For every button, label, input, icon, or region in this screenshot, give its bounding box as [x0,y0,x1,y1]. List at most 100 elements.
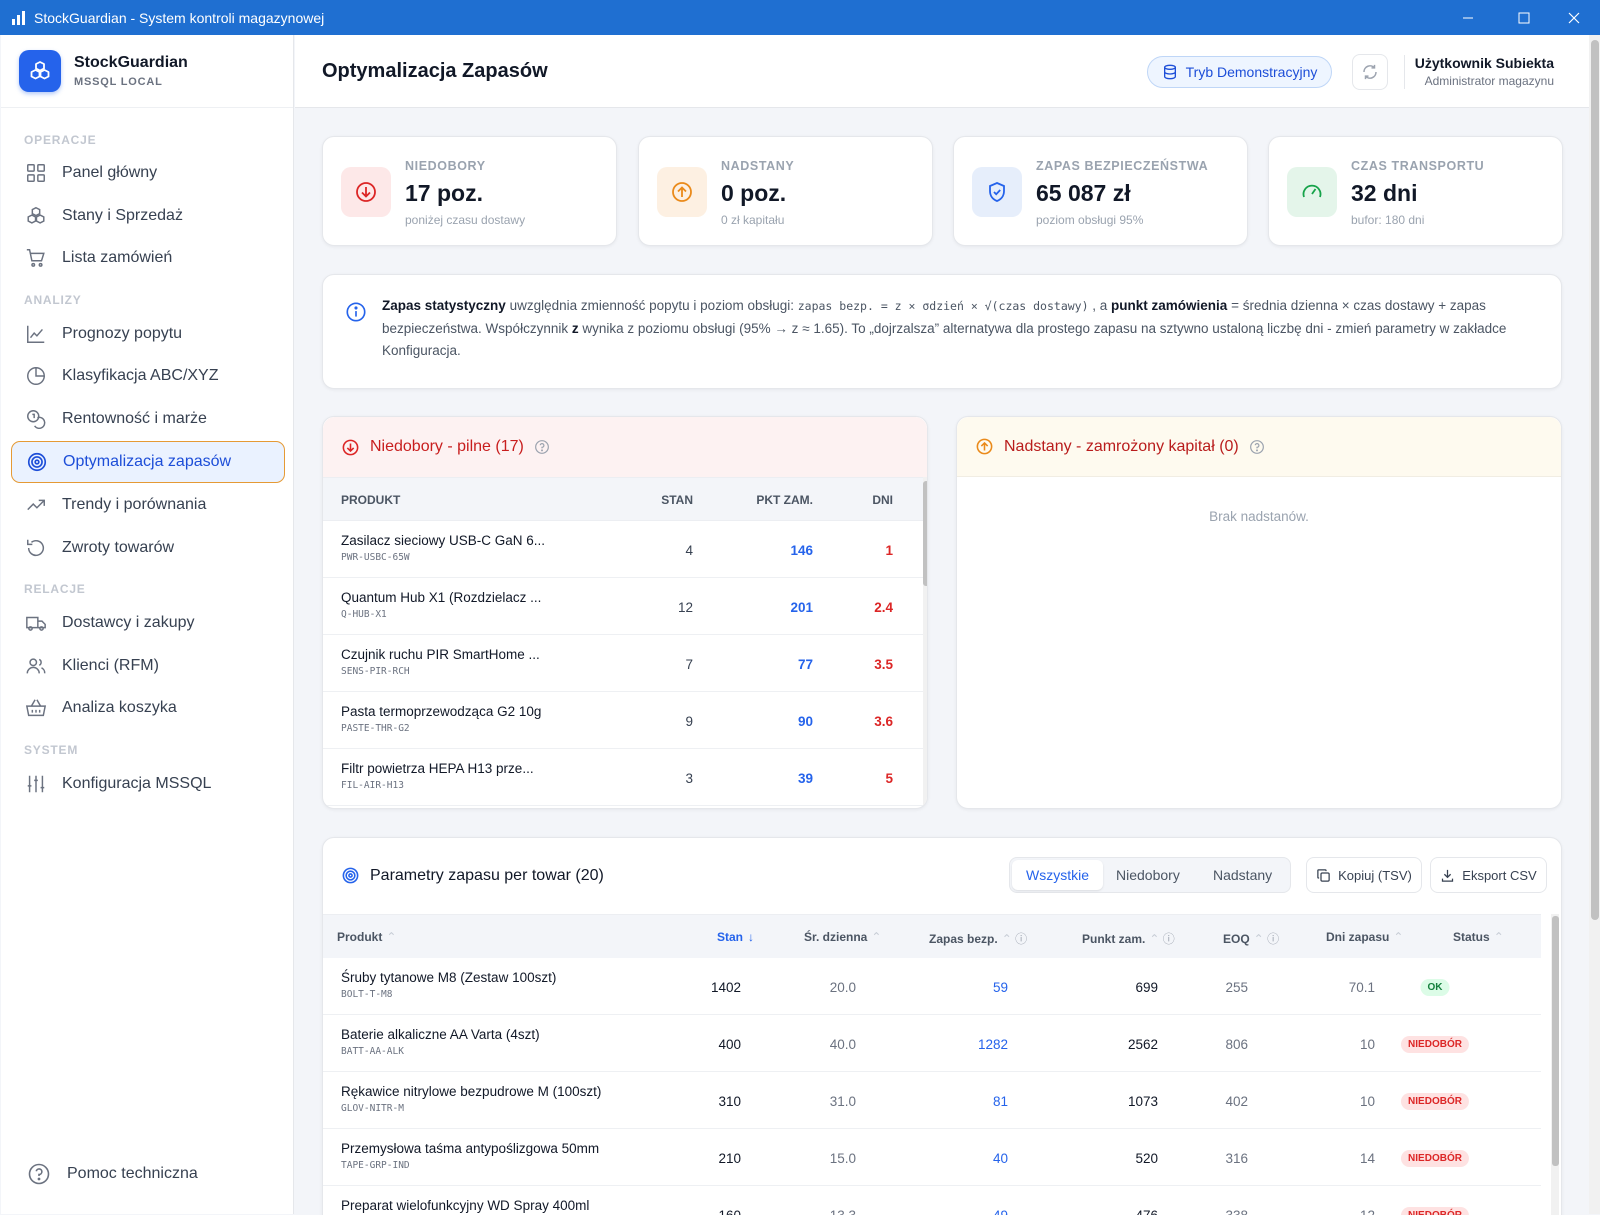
tab-niedobory[interactable]: Niedobory [1116,867,1180,883]
safety-stock-value: 1282 [977,1037,1008,1052]
table-row[interactable]: Filtr powietrza HEPA H13 prze... FIL-AIR-… [323,749,923,806]
sidebar-item-panel-glowny[interactable]: Panel główny [11,153,285,193]
sidebar-item-trendy[interactable]: Trendy i porównania [11,485,285,525]
table-row[interactable]: Preparat wielofunkcyjny WD Spray 400ml 16… [323,1186,1541,1215]
col-header-label: Zapas bezp. [929,932,998,946]
product-sku: BATT-AA-ALK [341,1046,404,1057]
col-header[interactable]: PKT ZAM. [756,493,813,507]
days-value: 5 [885,771,893,786]
safety-stock-value: 40 [992,1151,1008,1166]
tab-nadstany[interactable]: Nadstany [1213,867,1273,883]
col-header-status[interactable]: Status ⌃ [1453,930,1504,944]
col-header[interactable]: STAN [661,493,693,507]
refresh-button[interactable] [1352,54,1388,90]
shortages-table-header: PRODUKT STAN PKT ZAM. DNI [323,477,923,521]
shield-check-icon [972,167,1022,217]
table-row[interactable]: Czujnik ruchu PIR SmartHome ... SENS-PIR-… [323,635,923,692]
sidebar-item-abc-xyz[interactable]: Klasyfikacja ABC/XYZ [11,356,285,396]
avg-daily-value: 20.0 [829,980,856,995]
sidebar-item-stany[interactable]: Stany i Sprzedaż [11,196,285,236]
product-name: Pasta termoprzewodząca G2 10g [341,704,542,719]
col-header-stan[interactable]: Stan ↓ [717,930,754,944]
col-header-punkt-zam[interactable]: Punkt zam. ⌃ ⓘ [1082,930,1175,947]
maximize-button[interactable] [1496,0,1552,35]
sidebar-item-zamowienia[interactable]: Lista zamówień [11,238,285,278]
table-row[interactable]: Zasilacz sieciowy USB-C GaN 6... PWR-USBC… [323,521,923,578]
info-term: Zapas statystyczny [382,298,506,313]
filter-tabs: Wszystkie Niedobory Nadstany [1009,857,1291,893]
sidebar-item-prognozy[interactable]: Prognozy popytu [11,314,285,354]
stat-card-niedobory: NIEDOBORY 17 poz. poniżej czasu dostawy [322,136,617,246]
tab-wszystkie[interactable]: Wszystkie [1012,860,1103,890]
sidebar-item-rentownosc[interactable]: Rentowność i marże [11,399,285,439]
col-header-sr-dzienna[interactable]: Śr. dzienna ⌃ [804,930,881,944]
days-value: 1 [885,543,893,558]
sliders-icon [27,775,45,793]
reorder-value: 146 [790,543,813,558]
section-title-analizy: ANALIZY [24,293,82,307]
col-header[interactable]: PRODUKT [341,493,401,507]
table-row[interactable]: Śruby tytanowe M8 (Zestaw 100szt) BOLT-T-… [323,958,1541,1015]
params-table-header: Produkt ⌃ Stan ↓ Śr. dzienna ⌃ Zapas bezp. ⌃… [323,914,1541,958]
arrow-down-circle-icon [341,167,391,217]
info-chunk: uwzględnia zmienność popytu i poziom obs… [505,298,798,313]
trending-icon [27,499,45,511]
export-csv-button[interactable]: Eksport CSV [1430,857,1547,893]
minimize-button[interactable] [1440,0,1496,35]
sidebar-item-zwroty[interactable]: Zwroty towarów [11,528,285,568]
days-value: 3.6 [874,714,893,729]
table-row[interactable]: Przemysłowa taśma antypoślizgowa 50mm TAP… [323,1129,1541,1186]
shortages-scrollbar[interactable] [923,477,927,808]
params-scrollbar-thumb[interactable] [1552,916,1559,1166]
help-circle-icon[interactable] [1249,439,1265,455]
avg-daily-value: 15.0 [829,1151,856,1166]
arrow-down-circle-icon [342,439,359,455]
safety-stock-value: 49 [993,1208,1008,1215]
col-header-zapas-bezp[interactable]: Zapas bezp. ⌃ ⓘ [929,930,1027,947]
info-chunk: , a [1088,298,1112,313]
boxes-icon [27,206,45,224]
sort-icon: ⌃ [1149,932,1160,946]
days-supply-value: 10 [1359,1037,1375,1052]
reorder-point-value: 476 [1135,1208,1158,1215]
sidebar-item-koszyk[interactable]: Analiza koszyka [11,688,285,728]
reorder-value: 77 [797,657,813,672]
stat-label: NIEDOBORY [405,159,486,173]
shortages-title: Niedobory - pilne (17) [370,438,524,455]
info-term: punkt zamówienia [1111,298,1228,313]
dashboard-icon [27,164,45,182]
help-circle-icon[interactable]: ⓘ [1015,932,1028,946]
help-circle-icon[interactable] [534,439,550,455]
table-row[interactable]: Quantum Hub X1 (Rozdzielacz ... Q-HUB-X1 1… [323,578,923,635]
sidebar-item-dostawcy[interactable]: Dostawcy i zakupy [11,603,285,643]
close-button[interactable] [1546,0,1600,35]
reorder-point-value: 2562 [1127,1037,1158,1052]
table-row[interactable]: Pasta termoprzewodząca G2 10g PASTE-THR-G… [323,692,923,749]
stat-value: 32 dni [1351,180,1418,206]
days-value: 2.4 [874,600,893,615]
page-scrollbar-thumb[interactable] [1591,40,1599,920]
sidebar-item-klienci[interactable]: Klienci (RFM) [11,646,285,686]
demo-mode-button[interactable]: Tryb Demonstracyjny [1147,56,1332,88]
table-row[interactable]: Baterie alkaliczne AA Varta (4szt) BATT-A… [323,1015,1541,1072]
stock-value: 4 [685,543,693,558]
sidebar-item-konfiguracja[interactable]: Konfiguracja MSSQL [11,764,285,804]
copy-tsv-button[interactable]: Kopiuj (TSV) [1306,857,1422,893]
stock-value: 9 [685,714,693,729]
col-header-eoq[interactable]: EOQ ⌃ ⓘ [1223,930,1279,947]
product-sku: BOLT-T-M8 [341,989,393,1000]
sidebar-item-optymalizacja[interactable]: Optymalizacja zapasów [11,441,285,483]
help-circle-icon[interactable]: ⓘ [1162,932,1175,946]
col-header[interactable]: DNI [872,493,893,507]
shortages-scrollbar-thumb[interactable] [923,481,927,586]
days-value: 3.5 [874,657,893,672]
col-header-dni-zapasu[interactable]: Dni zapasu ⌃ [1326,930,1403,944]
target-icon [342,867,359,884]
sidebar-item-label: Klienci (RFM) [62,657,159,674]
table-row[interactable]: Rękawice nitrylowe bezpudrowe M (100szt)… [323,1072,1541,1129]
help-circle-icon[interactable]: ⓘ [1267,932,1280,946]
reorder-point-value: 699 [1135,980,1158,995]
col-header-produkt[interactable]: Produkt ⌃ [337,930,396,944]
col-header-label: EOQ [1223,932,1250,946]
help-link[interactable]: Pomoc techniczna [27,1162,198,1186]
